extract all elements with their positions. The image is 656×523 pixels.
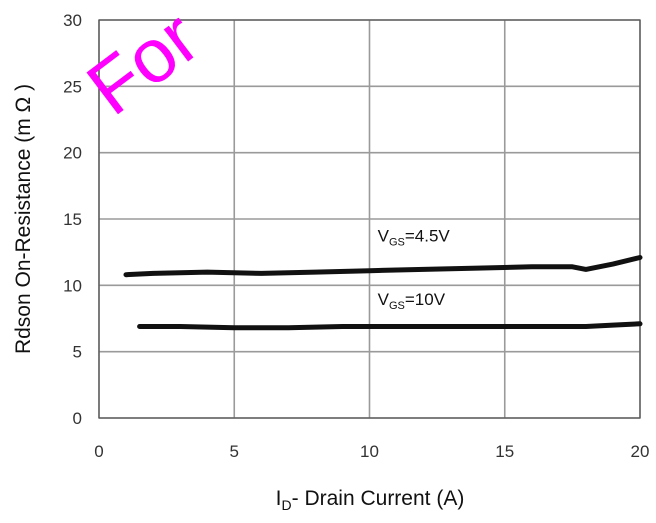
series-lines: [123, 255, 643, 331]
x-axis-title: ID- Drain Current (A): [276, 487, 465, 513]
y-tick-label: 20: [63, 144, 82, 163]
series-label-vgs-4-5v: VGS=4.5V: [378, 227, 451, 249]
y-tick-label: 15: [63, 210, 82, 229]
x-tick-label: 0: [94, 442, 103, 461]
y-tick-label: 10: [63, 276, 82, 295]
y-tick-label: 25: [63, 77, 82, 96]
y-tick-label: 30: [63, 11, 82, 30]
y-tick-label: 5: [73, 343, 82, 362]
series-line-0: [123, 255, 643, 278]
x-tick-label: 15: [495, 442, 514, 461]
series-line-1: [137, 321, 643, 331]
series-label-vgs-10v: VGS=10V: [378, 290, 446, 312]
x-tick-label: 20: [631, 442, 650, 461]
tick-labels: 0 5 10 15 20 0 5 10 15 20 25 30: [63, 11, 649, 461]
plot-area-frame: [98, 19, 641, 419]
x-tick-label: 10: [360, 442, 379, 461]
y-axis-title: Rdson On-Resistance (m Ω ): [12, 84, 35, 354]
y-tick-label: 0: [73, 409, 82, 428]
x-tick-label: 5: [230, 442, 239, 461]
